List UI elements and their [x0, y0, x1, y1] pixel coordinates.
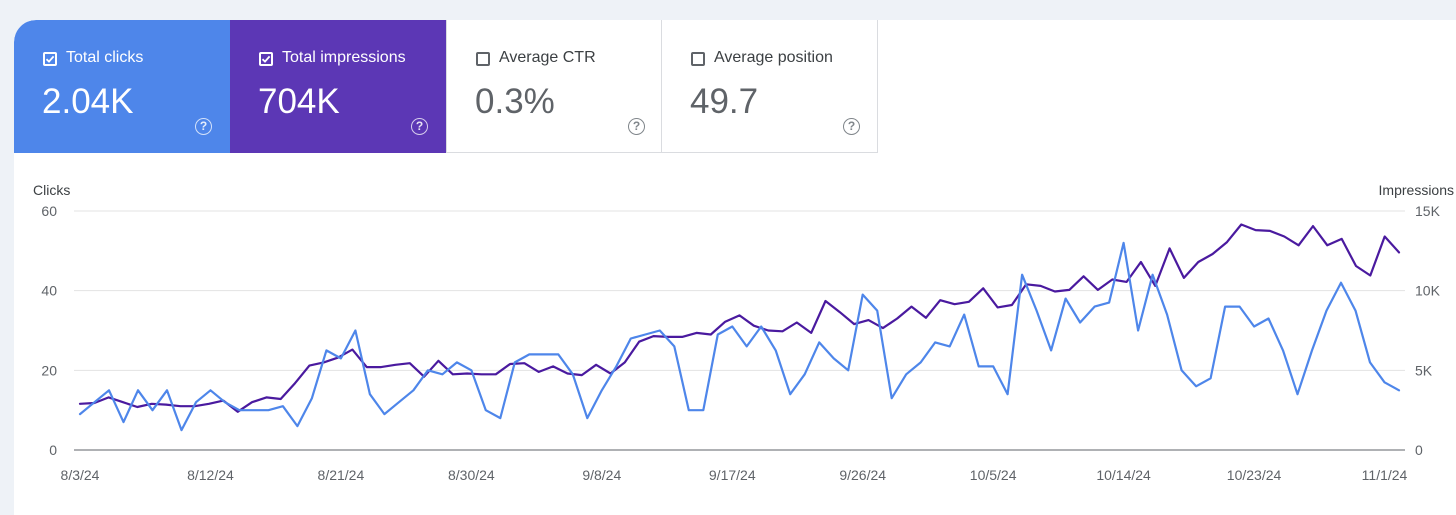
series-line-total-clicks: [78, 241, 1401, 432]
metric-value: 49.7: [690, 82, 759, 121]
checkbox-checked-icon[interactable]: [43, 52, 57, 66]
help-icon[interactable]: ?: [843, 118, 860, 135]
x-tick-label: 10/14/24: [1096, 467, 1151, 483]
checkbox-checked-icon[interactable]: [259, 52, 273, 66]
metric-card-average-position[interactable]: Average position 49.7 ?: [662, 20, 878, 153]
metric-value: 704K: [258, 82, 340, 121]
y-tick-label-left: 40: [41, 283, 57, 299]
help-icon[interactable]: ?: [628, 118, 645, 135]
x-tick-label: 11/1/24: [1362, 467, 1408, 483]
metric-card-total-impressions[interactable]: Total impressions 704K ?: [230, 20, 446, 153]
y-axis-title-left: Clicks: [33, 182, 70, 198]
y-tick-label-right: 15K: [1415, 203, 1441, 219]
metric-label: Average CTR: [499, 49, 596, 66]
metric-cards: Total clicks 2.04K ? Total impressions 7…: [14, 20, 878, 153]
y-tick-label-right: 0: [1415, 442, 1423, 458]
performance-chart: 0 0 20 5K 40 10K 60 15K Clicks Impressions 8/3/24 8…: [33, 182, 1454, 483]
y-tick-label-right: 10K: [1415, 283, 1441, 299]
x-tick-label: 8/12/24: [187, 467, 234, 483]
x-tick-label: 8/3/24: [61, 467, 100, 483]
performance-panel: Total clicks 2.04K ? Total impressions 7…: [14, 20, 1456, 515]
metric-label: Total impressions: [282, 49, 406, 66]
y-tick-label-left: 60: [41, 203, 57, 219]
x-tick-label: 8/30/24: [448, 467, 495, 483]
x-tick-label: 10/5/24: [970, 467, 1017, 483]
x-tick-label: 9/17/24: [709, 467, 756, 483]
metric-value: 0.3%: [475, 82, 555, 121]
y-axis-title-right: Impressions: [1379, 182, 1454, 198]
metric-value: 2.04K: [42, 82, 134, 121]
series-line-total-impressions: [78, 223, 1401, 413]
metric-label: Total clicks: [66, 49, 144, 66]
x-tick-label: 9/8/24: [582, 467, 621, 483]
y-tick-label-left: 20: [41, 362, 57, 378]
y-tick-label-right: 5K: [1415, 362, 1433, 378]
metric-label: Average position: [714, 49, 833, 66]
help-icon[interactable]: ?: [195, 118, 212, 135]
x-tick-label: 9/26/24: [839, 467, 886, 483]
checkbox-unchecked-icon[interactable]: [476, 52, 490, 66]
checkbox-unchecked-icon[interactable]: [691, 52, 705, 66]
help-icon[interactable]: ?: [411, 118, 428, 135]
y-tick-label-left: 0: [49, 442, 57, 458]
metric-card-average-ctr[interactable]: Average CTR 0.3% ?: [446, 20, 662, 153]
metric-card-total-clicks[interactable]: Total clicks 2.04K ?: [14, 20, 230, 153]
x-tick-label: 10/23/24: [1227, 467, 1282, 483]
x-tick-label: 8/21/24: [318, 467, 365, 483]
